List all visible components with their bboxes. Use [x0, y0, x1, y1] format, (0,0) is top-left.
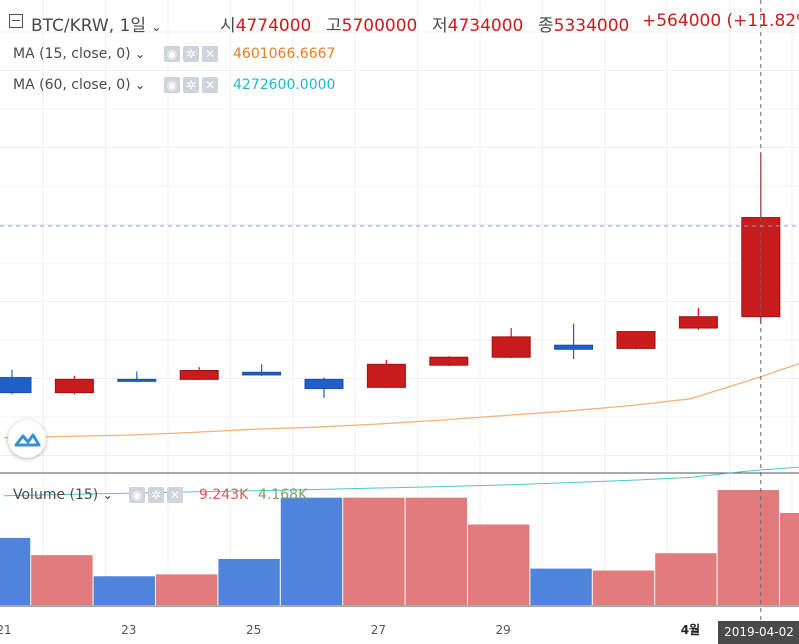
eye-icon[interactable]: ◉: [164, 77, 180, 93]
volume-controls: ◉ ✲ ✕: [129, 487, 186, 503]
collapse-legend-button[interactable]: [9, 11, 23, 31]
volume-bar: [655, 553, 717, 605]
gear-icon[interactable]: ✲: [183, 46, 199, 62]
x-tick-label: 21: [0, 623, 12, 637]
ma15-controls: ◉ ✲ ✕: [164, 46, 221, 62]
ma60-line: [3, 466, 799, 497]
ma15-value: 4601066.6667: [233, 46, 336, 62]
candle-body: [304, 378, 344, 390]
high-value: 고5700000: [326, 16, 418, 36]
candle-body: [0, 377, 32, 394]
chevron-down-icon: ⌄: [151, 20, 162, 34]
minus-square-icon: [9, 14, 23, 28]
close-icon[interactable]: ✕: [167, 487, 183, 503]
close-icon[interactable]: ✕: [202, 77, 218, 93]
interval-label: 1일: [119, 16, 147, 36]
candle-body: [554, 344, 594, 350]
chevron-down-icon: ⌄: [102, 488, 113, 502]
volume-bar: [0, 537, 31, 605]
gear-icon[interactable]: ✲: [183, 77, 199, 93]
candle-body: [491, 336, 531, 358]
volume-bar: [93, 576, 155, 605]
volume-bar: [156, 574, 218, 605]
ma60-value: 4272600.0000: [233, 77, 336, 93]
close-value: 종5334000: [538, 16, 630, 36]
x-tick-label: 27: [371, 623, 386, 637]
volume-bar: [31, 555, 93, 605]
x-tick-label: 4월: [681, 622, 700, 637]
cloud-icon: [14, 433, 41, 447]
volume-bar: [280, 497, 343, 605]
x-tick-label: 25: [246, 623, 261, 637]
ma60-controls: ◉ ✲ ✕: [164, 77, 221, 93]
volume-value-a: 9.243K: [199, 487, 249, 503]
change-value: +564000 (+11.82%: [642, 11, 799, 31]
eye-icon[interactable]: ◉: [129, 487, 145, 503]
volume-bar: [405, 497, 467, 605]
x-tick-label: 29: [496, 623, 511, 637]
ma15-line: [3, 362, 799, 439]
volume-bar: [343, 497, 405, 605]
symbol-name: BTC/KRW: [31, 16, 109, 36]
symbol-title[interactable]: BTC/KRW, 1일 ⌄: [31, 16, 162, 36]
tradingview-logo[interactable]: [8, 420, 46, 458]
volume-bar: [530, 568, 592, 605]
x-tick-label: 23: [121, 623, 136, 637]
ma15-title[interactable]: MA (15, close, 0) ⌄: [13, 46, 146, 62]
ma60-title[interactable]: MA (60, close, 0) ⌄: [13, 77, 146, 93]
volume-bar: [218, 559, 280, 605]
volume-bar: [780, 513, 799, 605]
low-value: 저4734000: [432, 16, 524, 36]
open-value: 시4774000: [220, 16, 312, 36]
candle-body: [429, 356, 469, 366]
volume-bar: [717, 490, 779, 605]
candle-body: [179, 370, 219, 380]
volume-value-b: 4.168K: [258, 487, 308, 503]
candle-body: [117, 378, 157, 382]
candle-body: [366, 363, 406, 388]
chevron-down-icon: ⌄: [135, 47, 146, 61]
candle-body: [616, 331, 656, 349]
close-icon[interactable]: ✕: [202, 46, 218, 62]
candle-body: [242, 371, 282, 376]
volume-bar: [592, 570, 655, 605]
volume-bar: [468, 524, 530, 605]
candle-body: [678, 316, 718, 329]
eye-icon[interactable]: ◉: [164, 46, 180, 62]
chevron-down-icon: ⌄: [135, 78, 146, 92]
volume-title[interactable]: Volume (15) ⌄: [13, 487, 113, 503]
gear-icon[interactable]: ✲: [148, 487, 164, 503]
crosshair-date-label: 2019-04-02: [718, 621, 799, 644]
candle-body: [54, 378, 94, 394]
